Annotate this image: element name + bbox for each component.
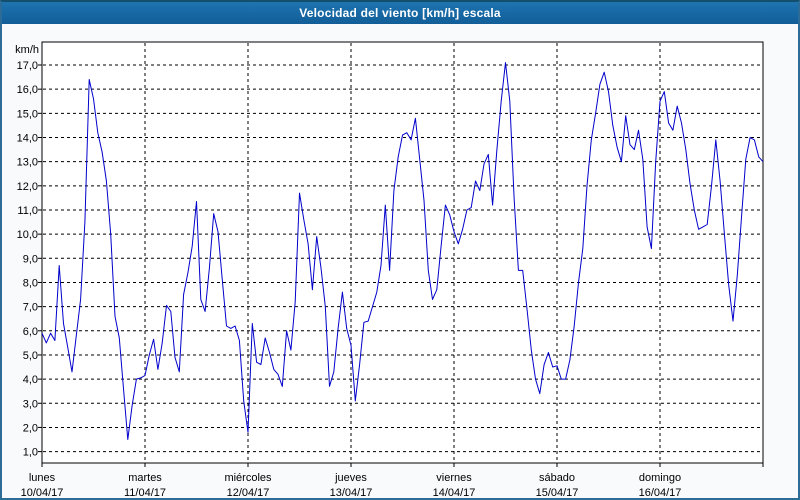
x-day-label: martes — [128, 472, 162, 484]
x-date-label: 10/04/17 — [21, 487, 64, 499]
y-tick-label: 4,0 — [23, 374, 38, 386]
x-date-label: 16/04/17 — [639, 487, 682, 499]
y-tick-label: 16,0 — [17, 84, 38, 96]
y-tick-label: 15,0 — [17, 108, 38, 120]
x-date-label: 12/04/17 — [227, 487, 270, 499]
y-tick-label: 11,0 — [17, 205, 38, 217]
y-tick-label: 9,0 — [23, 253, 38, 265]
x-date-label: 11/04/17 — [124, 487, 166, 499]
plot-frame — [41, 41, 764, 464]
x-date-label: 13/04/17 — [330, 487, 373, 499]
y-tick-label: 6,0 — [23, 326, 38, 338]
x-date-label: 14/04/17 — [433, 487, 476, 499]
y-tick-label: 8,0 — [23, 277, 38, 289]
y-tick-label: 14,0 — [17, 132, 38, 144]
y-tick-label: 1,0 — [23, 447, 38, 459]
x-day-label: domingo — [639, 472, 681, 484]
chart-title-bar: Velocidad del viento [km/h] escala — [2, 2, 798, 24]
x-date-label: 15/04/17 — [536, 487, 579, 499]
y-tick-label: 12,0 — [17, 181, 38, 193]
y-tick-label: 13,0 — [17, 157, 38, 169]
wind-speed-line — [41, 62, 764, 440]
y-tick-label: 5,0 — [23, 350, 38, 362]
y-tick-label: 3,0 — [23, 398, 38, 410]
x-day-label: viernes — [436, 472, 472, 484]
y-axis-unit-label: km/h — [15, 44, 39, 56]
plot-area — [42, 42, 763, 463]
y-tick-label: 10,0 — [17, 229, 38, 241]
x-day-label: miércoles — [224, 472, 272, 484]
x-day-label: lunes — [29, 472, 56, 484]
y-tick-label: 7,0 — [23, 302, 38, 314]
x-day-label: sábado — [539, 472, 575, 484]
x-day-label: jueves — [334, 472, 367, 484]
y-tick-label: 17,0 — [17, 60, 38, 72]
y-tick-label: 2,0 — [23, 422, 38, 434]
